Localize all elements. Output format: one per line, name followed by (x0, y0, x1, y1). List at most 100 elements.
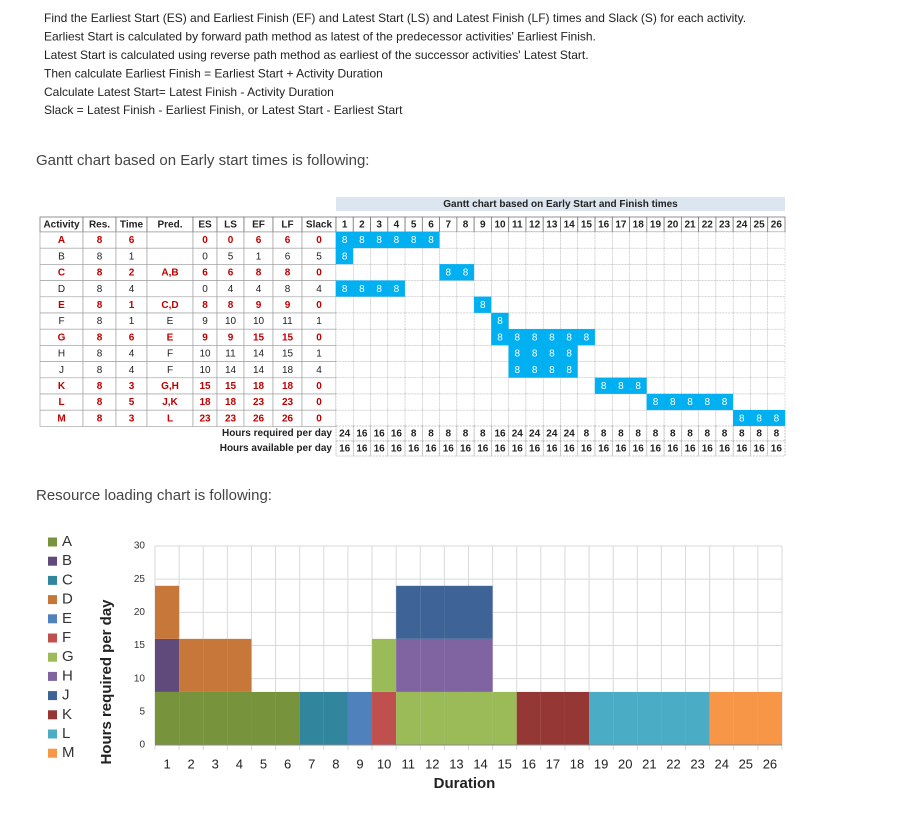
header-label: Slack (306, 220, 333, 231)
gantt-empty-cell (560, 231, 579, 249)
legend-swatch (48, 748, 57, 758)
gantt-empty-cell (577, 393, 596, 411)
y-tick-label: 20 (134, 607, 146, 618)
x-axis-label: Duration (434, 775, 496, 792)
gantt-empty-cell (732, 328, 751, 346)
gantt-empty-cell (577, 280, 596, 298)
cell-activity: B (58, 251, 65, 262)
x-tick-label: 7 (308, 756, 315, 771)
hours-value: 16 (667, 444, 679, 455)
hours-value: 8 (428, 429, 434, 440)
gantt-cell-label: 8 (359, 235, 365, 246)
instruction-line: Find the Earliest Start (ES) and Earlies… (44, 11, 746, 25)
cell-ef: 26 (253, 413, 265, 424)
day-header-label: 4 (394, 220, 400, 231)
cell-ef: 9 (256, 300, 262, 311)
day-header-label: 3 (376, 220, 382, 231)
hours-value: 16 (512, 444, 524, 455)
cell-activity: H (58, 349, 65, 360)
gantt-empty-cell (612, 296, 630, 314)
gantt-empty-cell (629, 393, 648, 411)
legend-label: M (62, 744, 75, 761)
gantt-cell-label: 8 (739, 413, 745, 424)
day-header-label: 8 (463, 220, 469, 231)
x-tick-label: 24 (714, 756, 728, 771)
gantt-empty-cell (715, 345, 734, 362)
hours-value: 8 (722, 429, 728, 440)
hours-value: 8 (584, 429, 590, 440)
gantt-empty-cell (732, 264, 751, 281)
y-axis-label: Hours required per day (98, 599, 115, 765)
hours-value: 24 (564, 429, 576, 440)
bar-segment (468, 638, 493, 692)
day-header-label: 15 (581, 220, 593, 231)
gantt-empty-cell (404, 393, 423, 411)
cell-slack: 1 (316, 316, 322, 327)
gantt-empty-cell (594, 247, 613, 265)
header-label: Res. (89, 220, 110, 231)
gantt-empty-cell (715, 377, 734, 395)
gantt-empty-cell (456, 361, 475, 379)
gantt-empty-cell (663, 377, 682, 395)
cell-ls: 9 (228, 332, 234, 343)
gantt-cell-label: 8 (566, 349, 572, 360)
gantt-empty-cell (663, 328, 682, 346)
x-tick-label: 3 (212, 756, 219, 771)
hours-value: 8 (445, 429, 451, 440)
gantt-cell-label: 8 (618, 381, 624, 392)
bar-segment (155, 585, 180, 639)
gantt-empty-cell (387, 328, 406, 346)
gantt-empty-cell (508, 296, 527, 314)
hours-value: 16 (443, 444, 455, 455)
gantt-empty-cell (698, 361, 717, 379)
gantt-empty-cell (439, 296, 458, 314)
gantt-cell-label: 8 (497, 332, 503, 343)
day-header-label: 20 (667, 220, 679, 231)
gantt-empty-cell (560, 377, 579, 395)
hours-value: 8 (774, 429, 780, 440)
gantt-empty-cell (612, 231, 630, 249)
gantt-empty-cell (456, 377, 475, 395)
cell-res: 8 (97, 365, 103, 376)
gantt-empty-cell (525, 264, 544, 281)
gantt-empty-cell (715, 231, 734, 249)
gantt-empty-cell (542, 312, 561, 330)
gantt-empty-cell (732, 345, 751, 362)
gantt-empty-cell (473, 328, 492, 346)
gantt-empty-cell (353, 264, 371, 281)
gantt-cell-label: 8 (428, 235, 434, 246)
hours-value: 8 (670, 429, 676, 440)
cell-time: 4 (129, 349, 135, 360)
cell-ef: 15 (253, 332, 265, 343)
gantt-empty-cell (767, 361, 786, 379)
cell-es: 8 (202, 300, 208, 311)
gantt-empty-cell (404, 296, 423, 314)
gantt-empty-cell (387, 296, 406, 314)
gantt-empty-cell (732, 296, 751, 314)
cell-ef: 10 (253, 316, 265, 327)
bar-segment (299, 691, 324, 745)
hours-value: 16 (356, 444, 368, 455)
cell-lf: 18 (282, 365, 294, 376)
hours-value: 8 (463, 429, 469, 440)
cell-ef: 18 (253, 381, 265, 392)
gantt-empty-cell (525, 409, 544, 427)
bar-segment (347, 691, 373, 745)
gantt-empty-cell (612, 328, 630, 346)
gantt-empty-cell (525, 247, 544, 265)
hours-value: 16 (494, 429, 506, 440)
gantt-empty-cell (612, 361, 630, 379)
gantt-empty-cell (663, 409, 682, 427)
hours-value: 16 (356, 429, 368, 440)
gantt-empty-cell (681, 280, 699, 298)
gantt-empty-cell (508, 393, 527, 411)
gantt-empty-cell (646, 264, 665, 281)
gantt-cell-label: 8 (774, 413, 780, 424)
hours-value: 8 (601, 429, 607, 440)
gantt-cell-label: 8 (376, 284, 382, 295)
cell-es: 10 (199, 365, 211, 376)
gantt-empty-cell (335, 377, 354, 395)
gantt-cell-label: 8 (635, 381, 641, 392)
instruction-line: Latest Start is calculated using reverse… (44, 48, 589, 62)
gantt-empty-cell (681, 247, 699, 265)
